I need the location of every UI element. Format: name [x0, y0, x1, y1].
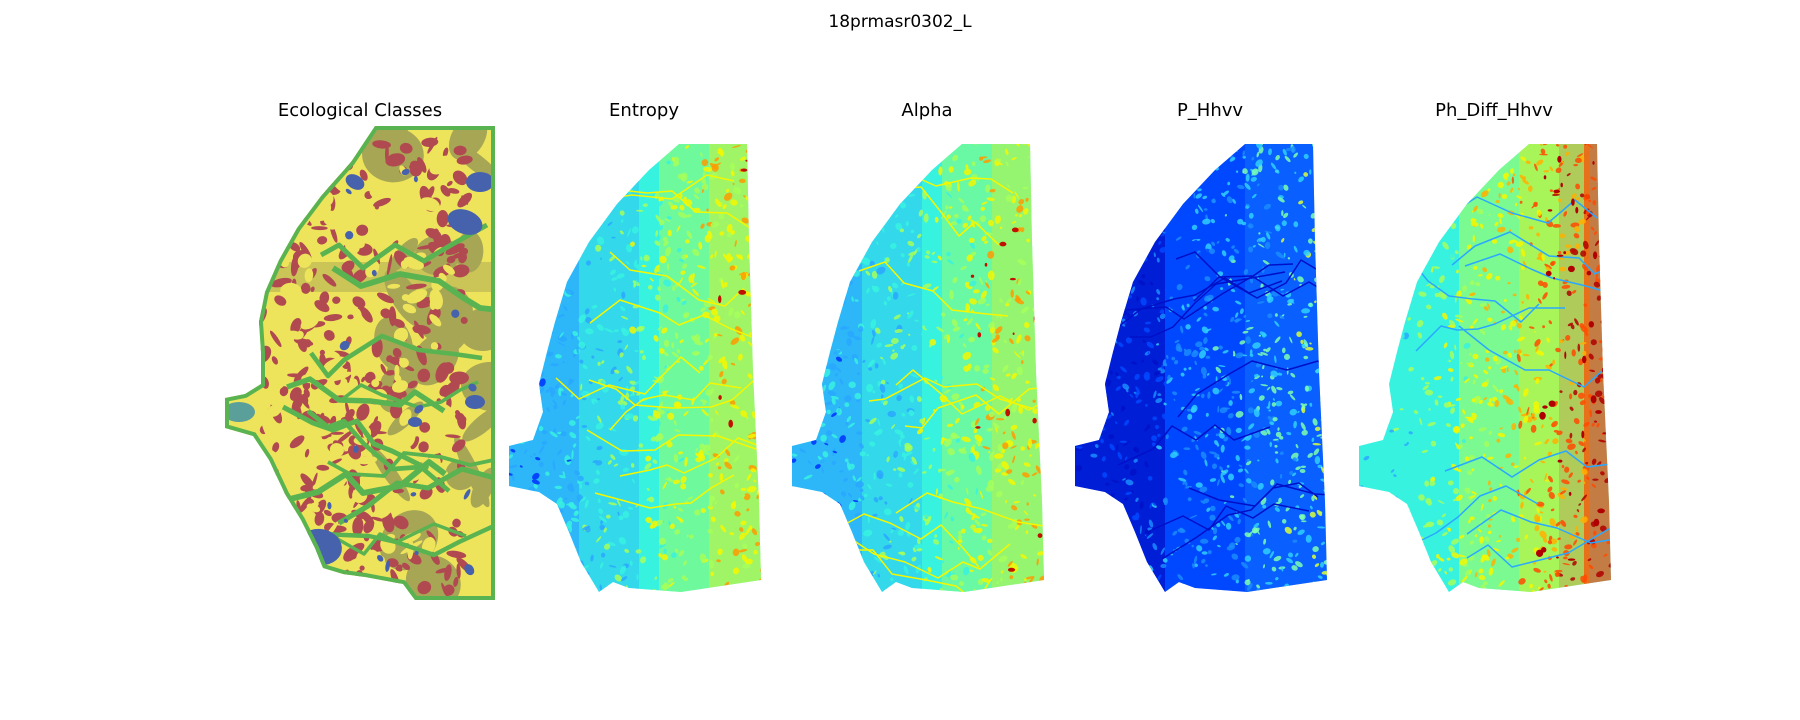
- panel-title: P_Hhvv: [1176, 100, 1244, 121]
- panel-title: Entropy: [609, 100, 679, 121]
- alpha-map: [792, 144, 1044, 592]
- panel-title: Ph_Diff_Hhvv: [1435, 100, 1553, 121]
- panel-p-hhvv: P_Hhvv: [1075, 100, 1345, 612]
- panel-alpha: Alpha: [792, 100, 1062, 612]
- ph-diff-hhvv-map: [1359, 144, 1611, 592]
- panel-ph-diff-hhvv: Ph_Diff_Hhvv: [1359, 100, 1629, 612]
- p-hhvv-map: [1075, 144, 1327, 592]
- figure-title: 18prmasr0302_L: [828, 12, 972, 32]
- entropy-map: [509, 144, 761, 592]
- panel-ecological-classes: Ecological Classes: [225, 100, 495, 612]
- panel-entropy: Entropy: [509, 100, 779, 612]
- ecological-classes-map: [225, 126, 495, 600]
- panel-title: Alpha: [901, 100, 953, 121]
- panel-title: Ecological Classes: [277, 100, 443, 121]
